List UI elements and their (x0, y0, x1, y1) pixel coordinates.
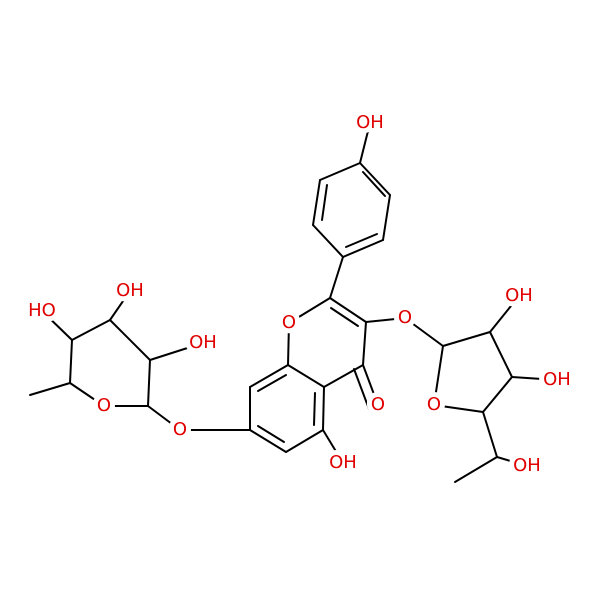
atom-label: O (427, 394, 441, 415)
atom-label: O (173, 419, 187, 440)
atom-label: OH (505, 285, 533, 306)
atom-label: OH (329, 452, 357, 473)
atom-labels: OH O O OH OH O O OH OH O O HO OH OH (23, 107, 576, 481)
atom-label: OH (543, 369, 571, 390)
atom-label: O (371, 394, 385, 415)
atom-label: OH (189, 332, 217, 353)
atom-label: HO (28, 300, 56, 321)
atom-label: OH (116, 280, 144, 301)
bonds (29, 122, 558, 483)
atom-label: O (97, 395, 111, 416)
atom-label: O (398, 307, 412, 328)
atom-label: O (282, 312, 296, 333)
atom-label: OH (513, 455, 541, 476)
atom-label: OH (356, 112, 384, 133)
